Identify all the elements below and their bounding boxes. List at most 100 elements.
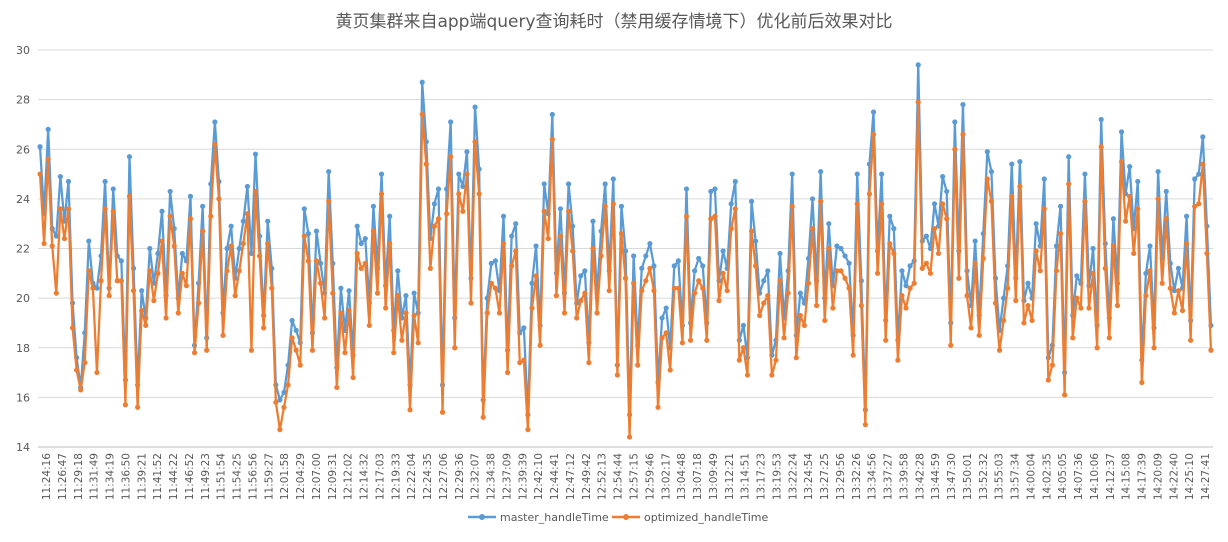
data-point bbox=[1017, 159, 1023, 165]
x-tick-label: 12:57:15 bbox=[629, 453, 641, 500]
data-point bbox=[1171, 310, 1177, 316]
data-point bbox=[383, 305, 389, 311]
data-point bbox=[1118, 159, 1125, 165]
data-point bbox=[472, 104, 478, 110]
data-point bbox=[1147, 243, 1153, 249]
data-point bbox=[431, 223, 438, 229]
x-tick-label: 13:32:26 bbox=[851, 453, 863, 500]
data-point bbox=[236, 245, 242, 252]
data-point bbox=[590, 218, 596, 224]
x-tick-label: 13:14:51 bbox=[740, 453, 752, 500]
data-point bbox=[708, 188, 714, 195]
data-point bbox=[370, 203, 377, 209]
data-point bbox=[1102, 265, 1108, 271]
x-tick-label: 14:20:09 bbox=[1152, 453, 1164, 500]
data-point bbox=[269, 285, 275, 291]
data-point bbox=[187, 216, 194, 222]
data-point bbox=[212, 119, 218, 125]
data-point bbox=[675, 258, 681, 264]
data-point bbox=[740, 322, 747, 329]
data-point bbox=[509, 263, 515, 269]
data-point bbox=[1066, 154, 1072, 160]
data-point bbox=[870, 109, 877, 115]
data-point bbox=[594, 310, 600, 316]
series-master_handleTime bbox=[37, 62, 1214, 418]
x-tick-label: 13:55:03 bbox=[994, 453, 1006, 500]
data-point bbox=[708, 216, 714, 222]
data-point bbox=[216, 196, 222, 202]
data-point bbox=[1163, 216, 1169, 222]
data-point bbox=[61, 235, 68, 242]
x-tick-label: 13:22:24 bbox=[787, 453, 799, 500]
data-point bbox=[139, 307, 145, 314]
legend-label-master: master_handleTime bbox=[500, 511, 609, 524]
x-tick-label: 14:22:40 bbox=[1168, 453, 1180, 500]
data-point bbox=[1041, 206, 1047, 212]
data-point bbox=[952, 146, 958, 152]
data-point bbox=[240, 218, 246, 224]
data-point bbox=[761, 300, 767, 306]
data-point bbox=[427, 265, 433, 271]
data-point bbox=[643, 253, 649, 259]
data-point bbox=[49, 243, 55, 249]
data-point bbox=[45, 156, 51, 162]
data-point bbox=[797, 312, 803, 319]
x-tick-label: 12:32:07 bbox=[470, 453, 482, 500]
y-tick-label: 16 bbox=[16, 391, 30, 404]
x-tick-label: 12:34:38 bbox=[486, 453, 498, 500]
data-point bbox=[671, 263, 677, 269]
data-point bbox=[606, 288, 612, 294]
data-point bbox=[277, 397, 283, 403]
x-tick-label: 12:54:44 bbox=[613, 453, 625, 500]
data-point bbox=[248, 250, 255, 257]
data-point bbox=[1118, 129, 1125, 135]
data-point bbox=[895, 357, 901, 363]
data-point bbox=[984, 149, 990, 155]
y-tick-label: 28 bbox=[16, 94, 30, 107]
data-point bbox=[228, 223, 234, 229]
data-point bbox=[736, 357, 742, 363]
data-point bbox=[635, 362, 641, 368]
data-point bbox=[464, 149, 470, 155]
data-point bbox=[903, 283, 909, 289]
data-point bbox=[513, 248, 519, 254]
data-point bbox=[626, 434, 633, 440]
data-point bbox=[952, 119, 958, 125]
data-point bbox=[1131, 250, 1137, 257]
data-point bbox=[1183, 213, 1190, 219]
data-point bbox=[1155, 168, 1161, 175]
data-point bbox=[1086, 305, 1092, 311]
data-point bbox=[561, 310, 568, 316]
data-point bbox=[972, 238, 978, 244]
data-point bbox=[126, 193, 133, 199]
data-point bbox=[1192, 203, 1198, 209]
data-point bbox=[244, 183, 250, 190]
data-point bbox=[639, 288, 645, 294]
x-tick-label: 13:04:48 bbox=[676, 453, 688, 500]
x-tick-label: 13:07:18 bbox=[692, 453, 704, 500]
data-point bbox=[891, 250, 897, 257]
x-tick-label: 14:15:08 bbox=[1121, 453, 1133, 500]
data-point bbox=[326, 198, 332, 204]
data-point bbox=[346, 288, 352, 294]
data-point bbox=[1106, 335, 1112, 341]
data-point bbox=[769, 372, 775, 378]
data-point bbox=[647, 240, 653, 247]
data-point bbox=[1009, 161, 1015, 167]
data-point bbox=[533, 243, 539, 249]
data-point bbox=[248, 347, 255, 353]
data-point bbox=[224, 268, 230, 274]
data-point bbox=[602, 181, 608, 187]
data-point bbox=[98, 278, 104, 284]
data-point bbox=[378, 171, 385, 177]
data-point bbox=[740, 345, 747, 351]
data-point bbox=[143, 322, 149, 329]
data-point bbox=[1171, 288, 1177, 294]
series-line-optimized_handleTime bbox=[38, 100, 1213, 439]
data-point bbox=[317, 260, 324, 266]
series-optimized_handleTime bbox=[37, 99, 1214, 440]
data-point bbox=[126, 154, 133, 160]
data-point bbox=[923, 233, 929, 239]
y-tick-label: 30 bbox=[16, 44, 30, 57]
